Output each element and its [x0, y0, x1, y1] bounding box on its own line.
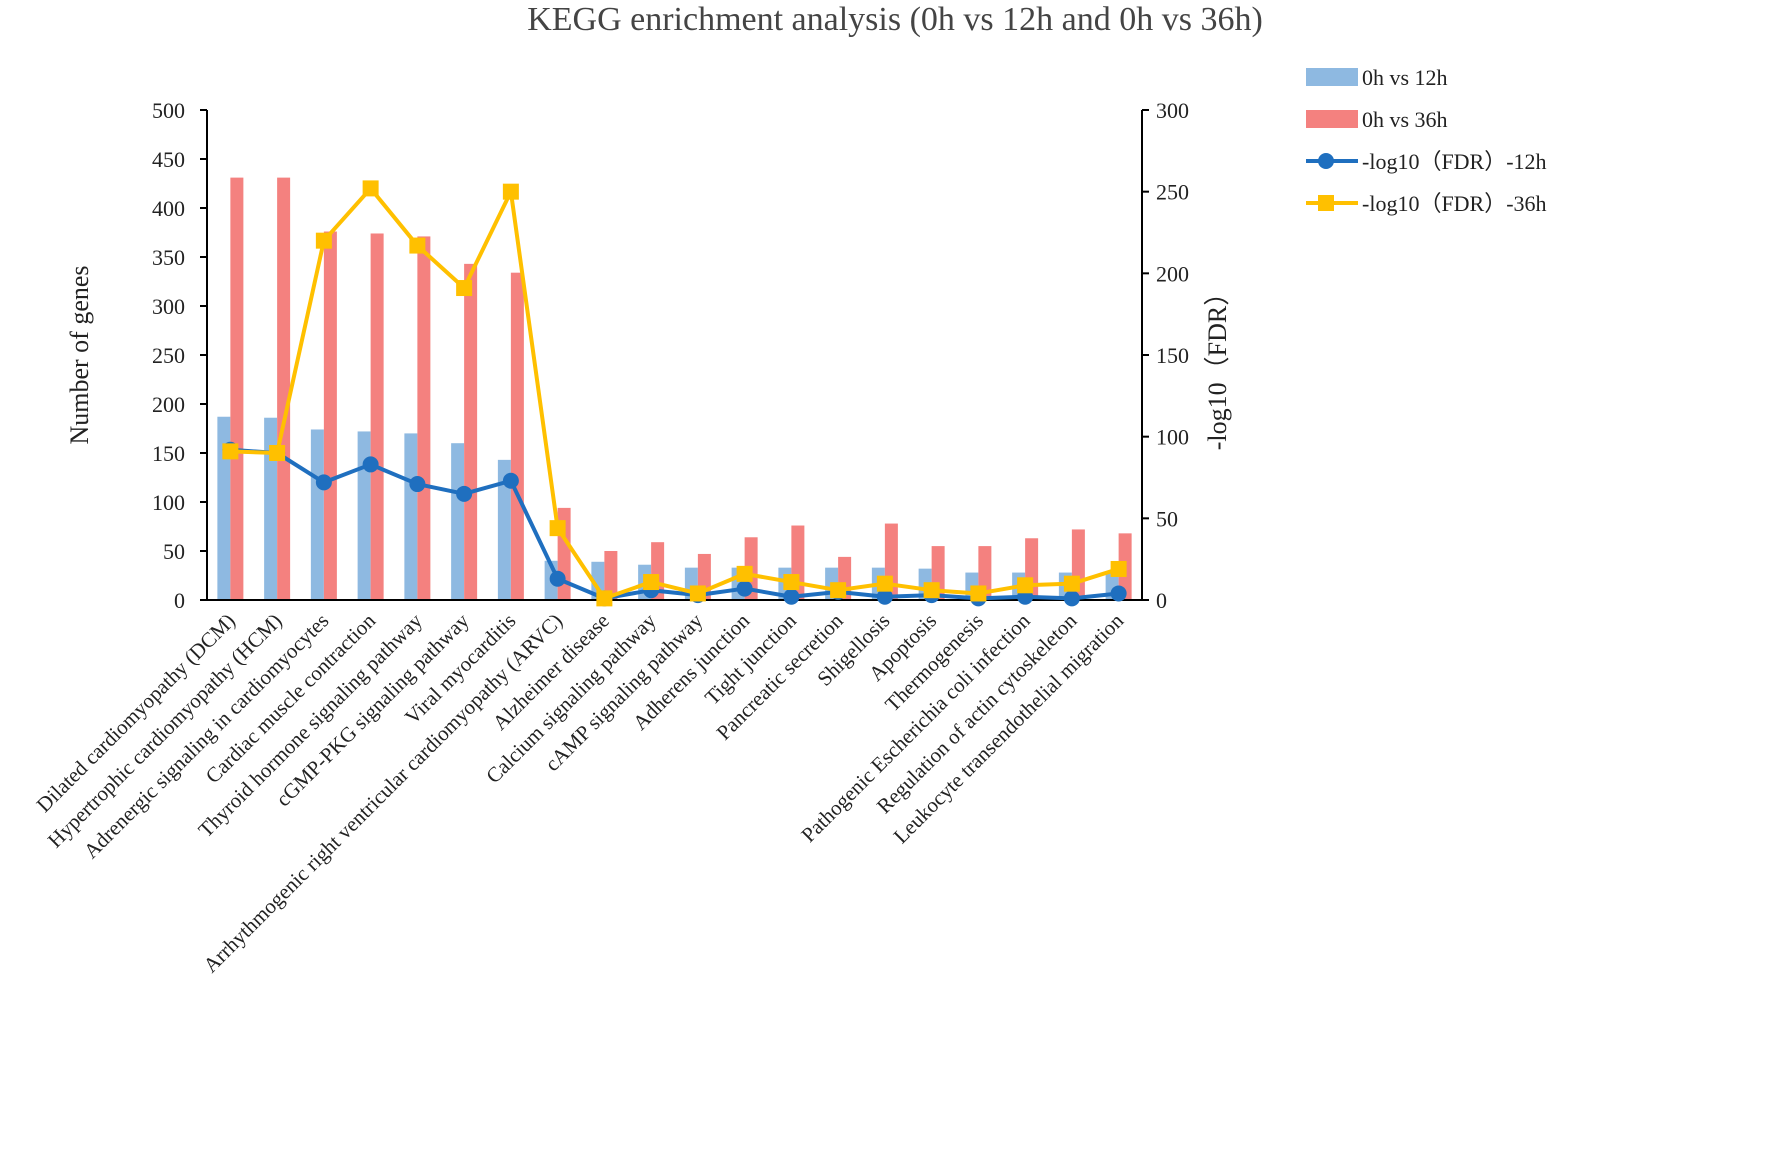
right-axis-ticks: 0 50 100 150 200 250 300 [1142, 98, 1189, 613]
right-tick-label: 0 [1156, 588, 1167, 613]
category-labels: Dilated cardiomyopathy (DCM)Hypertrophic… [32, 608, 1129, 977]
point-fdr-36h [222, 443, 239, 460]
point-fdr-12h [362, 456, 379, 473]
point-fdr-12h [315, 474, 332, 491]
legend-swatch-12h-bar [1306, 68, 1358, 86]
category-label: Dilated cardiomyopathy (DCM) [32, 609, 240, 817]
point-fdr-36h [783, 574, 800, 591]
point-fdr-36h [549, 520, 566, 537]
left-tick-label: 250 [152, 343, 185, 368]
point-fdr-12h [876, 588, 893, 605]
bar-series [217, 177, 1132, 601]
bar-36h [277, 177, 291, 600]
right-tick-label: 150 [1156, 343, 1189, 368]
bar-36h [370, 233, 384, 601]
bar-36h [464, 263, 478, 600]
legend-label-12h-line: -log10（FDR）-12h [1362, 149, 1547, 174]
point-fdr-36h [876, 575, 893, 592]
point-fdr-36h [1063, 575, 1080, 592]
point-fdr-12h [502, 472, 519, 489]
legend-swatch-36h-bar [1306, 110, 1358, 128]
bar-12h [264, 417, 278, 600]
left-tick-label: 500 [152, 98, 185, 123]
y-axis-label: Number of genes [65, 265, 94, 444]
point-fdr-36h [923, 582, 940, 599]
right-tick-label: 50 [1156, 506, 1178, 531]
point-fdr-36h [643, 574, 660, 591]
y2-axis-label: -log10（FDR） [1203, 280, 1232, 450]
legend-label-12h-bar: 0h vs 12h [1362, 65, 1448, 90]
legend-label-36h-bar: 0h vs 36h [1362, 107, 1448, 132]
left-tick-label: 50 [163, 539, 185, 564]
point-fdr-36h [1110, 560, 1127, 577]
right-tick-label: 250 [1156, 180, 1189, 205]
point-fdr-36h [269, 445, 286, 461]
line-series [222, 180, 1127, 607]
bar-36h [230, 177, 244, 600]
right-tick-label: 200 [1156, 261, 1189, 286]
point-fdr-36h [409, 237, 426, 254]
bar-12h [404, 433, 418, 600]
point-fdr-12h [409, 476, 426, 493]
bar-12h [310, 429, 324, 600]
left-tick-label: 200 [152, 392, 185, 417]
point-fdr-12h [1063, 590, 1080, 607]
legend-label-36h-line: -log10（FDR）-36h [1362, 191, 1547, 216]
point-fdr-36h [502, 183, 519, 200]
bar-12h [451, 443, 465, 600]
legend-marker-36h-line [1318, 195, 1334, 211]
left-tick-label: 100 [152, 490, 185, 515]
left-tick-label: 0 [174, 588, 185, 613]
point-fdr-12h [1110, 585, 1127, 602]
point-fdr-36h [689, 585, 706, 602]
bar-36h [510, 272, 524, 600]
left-axis-ticks: 0 50 100 150 200 250 300 350 400 450 500 [152, 98, 207, 613]
point-fdr-36h [970, 585, 987, 602]
left-tick-label: 150 [152, 441, 185, 466]
chart-title: KEGG enrichment analysis (0h vs 12h and … [527, 1, 1263, 38]
point-fdr-36h [456, 280, 473, 297]
left-tick-label: 300 [152, 294, 185, 319]
point-fdr-36h [1017, 577, 1034, 594]
point-fdr-36h [830, 582, 847, 599]
point-fdr-36h [315, 232, 332, 249]
legend: 0h vs 12h 0h vs 36h -log10（FDR）-12h -log… [1306, 65, 1547, 216]
point-fdr-36h [596, 590, 613, 607]
legend-marker-12h-line [1318, 153, 1334, 169]
point-fdr-36h [736, 565, 753, 582]
bar-12h [217, 416, 231, 600]
bar-36h [323, 231, 337, 600]
left-tick-label: 450 [152, 147, 185, 172]
bar-36h [417, 236, 431, 601]
bar-12h [497, 459, 511, 600]
left-tick-label: 350 [152, 245, 185, 270]
bar-36h [604, 551, 618, 600]
point-fdr-12h [456, 485, 473, 502]
bar-12h [357, 431, 371, 600]
right-tick-label: 100 [1156, 425, 1189, 450]
right-tick-label: 300 [1156, 98, 1189, 123]
point-fdr-12h [549, 570, 566, 587]
left-tick-label: 400 [152, 196, 185, 221]
point-fdr-36h [362, 180, 379, 197]
point-fdr-12h [783, 588, 800, 605]
point-fdr-12h [736, 580, 753, 597]
